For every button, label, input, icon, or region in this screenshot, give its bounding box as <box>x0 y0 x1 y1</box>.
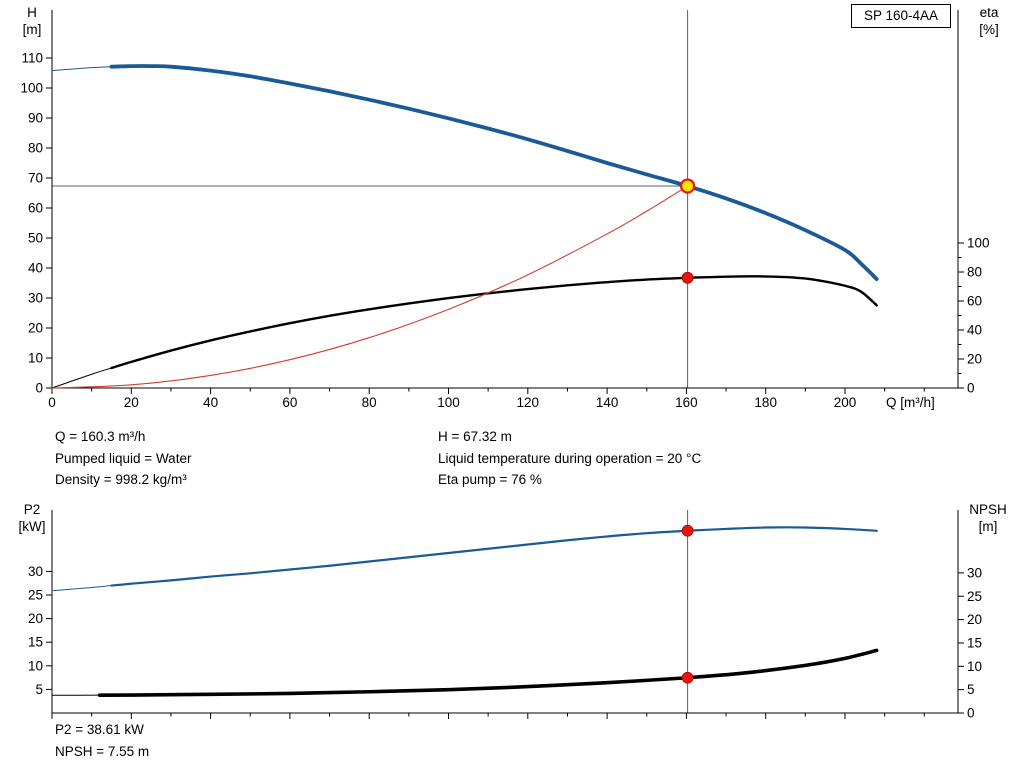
right-tick-label: 15 <box>967 635 982 650</box>
eta-axis-title-line2: [%] <box>979 22 999 37</box>
x-tick-label: 120 <box>517 395 540 410</box>
p2-npsh-info: P2 = 38.61 kW NPSH = 7.55 m <box>55 719 149 762</box>
npsh-value-text: NPSH = 7.55 m <box>55 743 150 759</box>
duty-info-right: H = 67.32 m Liquid temperature during op… <box>438 426 701 491</box>
left-tick-label: 90 <box>28 111 43 126</box>
head-curve-thin <box>51 65 878 280</box>
right-tick-label: 100 <box>967 236 990 251</box>
h-axis-title-line1: H <box>27 5 37 20</box>
npsh-axis-title: NPSH [m] <box>960 501 1016 535</box>
left-tick-label: 5 <box>35 682 43 697</box>
left-tick-label: 30 <box>28 564 43 579</box>
npsh-curve <box>97 648 879 697</box>
right-tick-label: 20 <box>967 612 982 627</box>
h-axis-title: H [m] <box>10 4 54 38</box>
h-axis-title-line2: [m] <box>22 22 42 37</box>
left-tick-label: 30 <box>28 291 43 306</box>
x-tick-label: 20 <box>124 395 139 410</box>
p2-axis-title-line1: P2 <box>23 502 41 517</box>
right-tick-label: 5 <box>967 682 975 697</box>
left-tick-label: 25 <box>28 588 43 603</box>
left-tick-label: 10 <box>28 351 43 366</box>
head-curve <box>109 64 879 281</box>
duty-flow-text: Q = 160.3 m³/h <box>55 429 146 444</box>
p2-value-text: P2 = 38.61 kW <box>55 722 144 737</box>
left-tick-label: 10 <box>28 658 43 673</box>
x-tick-label: 160 <box>675 395 698 410</box>
left-tick-label: 110 <box>21 51 43 66</box>
npsh-axis-title-line1: NPSH <box>969 502 1007 517</box>
eta-curve-thin <box>51 275 878 389</box>
pump-model-badge: SP 160-4AA <box>851 4 952 28</box>
eta-axis-title: eta [%] <box>963 4 1015 38</box>
eta-pump-text: Eta pump = 76 % <box>438 472 542 487</box>
right-tick-label: 0 <box>967 706 975 721</box>
x-axis-label: Q [m³/h] <box>886 395 935 410</box>
x-tick-label: 80 <box>362 395 377 410</box>
system-curve <box>51 185 689 389</box>
left-tick-label: 0 <box>35 381 43 396</box>
right-tick-label: 40 <box>967 323 982 338</box>
eta-axis-title-line1: eta <box>979 5 999 20</box>
eta-point-marker[interactable] <box>681 271 694 284</box>
left-tick-label: 15 <box>28 635 43 650</box>
duty-head-text: H = 67.32 m <box>438 429 512 444</box>
duty-point-marker[interactable] <box>679 178 696 194</box>
density-text: Density = 998.2 kg/m³ <box>55 472 187 487</box>
right-tick-label: 60 <box>967 294 982 309</box>
duty-info-left: Q = 160.3 m³/h Pumped liquid = Water Den… <box>55 426 191 491</box>
left-tick-label: 70 <box>28 171 43 186</box>
right-tick-label: 0 <box>967 381 975 396</box>
right-tick-label: 80 <box>967 265 982 280</box>
liquid-temperature-text: Liquid temperature during operation = 20… <box>438 450 702 466</box>
right-tick-label: 10 <box>967 659 982 674</box>
x-tick-label: 100 <box>437 395 460 410</box>
pumped-liquid-text: Pumped liquid = Water <box>55 450 192 466</box>
x-tick-label: 40 <box>203 395 218 410</box>
npsh-point-marker[interactable] <box>681 671 694 684</box>
left-tick-label: 20 <box>28 611 43 626</box>
p2-curve-thin <box>51 526 878 592</box>
x-tick-label: 60 <box>282 395 297 410</box>
npsh-axis-title-line2: [m] <box>978 519 998 534</box>
left-tick-label: 40 <box>28 261 43 276</box>
p2-point-marker[interactable] <box>681 524 694 537</box>
x-tick-label: 200 <box>834 395 857 410</box>
left-tick-label: 100 <box>20 81 43 96</box>
eta-curve <box>110 275 878 370</box>
left-tick-label: 20 <box>28 321 43 336</box>
right-tick-label: 25 <box>967 589 982 604</box>
right-tick-label: 30 <box>967 565 982 580</box>
x-tick-label: 140 <box>596 395 619 410</box>
p2-curve <box>110 526 878 587</box>
right-tick-label: 20 <box>967 352 982 367</box>
p2-axis-title-line2: [kW] <box>18 519 46 534</box>
left-tick-label: 60 <box>28 201 43 216</box>
x-tick-label: 180 <box>754 395 777 410</box>
p2-axis-title: P2 [kW] <box>6 501 58 535</box>
left-tick-label: 80 <box>28 141 43 156</box>
left-tick-label: 50 <box>28 231 43 246</box>
x-tick-label: 0 <box>48 395 56 410</box>
